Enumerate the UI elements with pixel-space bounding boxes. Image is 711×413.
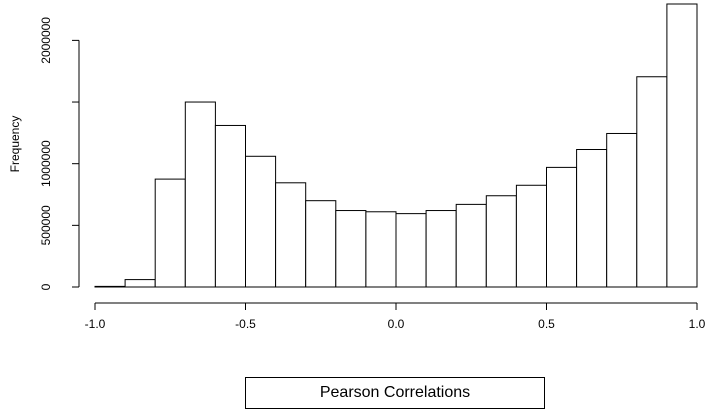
histogram-bar [365,211,397,288]
histogram-bar [124,279,156,288]
histogram-bar [335,210,367,288]
histogram-bar [275,182,307,288]
histogram-bar [184,101,216,288]
y-axis-label: Frequency [8,116,22,173]
y-tick-label: 2000000 [39,17,53,64]
histogram-bar [395,213,427,288]
histogram-bar [606,132,638,288]
x-tick-label: -0.5 [235,317,256,331]
y-axis: 0 500000 1000000 2000000 [39,17,80,290]
y-tick-label: 0 [39,283,53,290]
histogram-bar [485,195,517,288]
histogram-bar [94,285,126,288]
x-axis: -1.0 -0.5 0.0 0.5 1.0 [85,302,706,331]
histogram-bar [305,200,337,288]
histogram-bar [455,203,487,288]
histogram-bar [245,155,277,288]
histogram-bar [546,166,578,288]
histogram-bar [425,210,457,288]
x-axis-label-box: Pearson Correlations [245,377,545,409]
x-tick-label: 0.0 [388,317,405,331]
y-tick-label: 1000000 [39,140,53,187]
x-axis-label: Pearson Correlations [319,384,471,401]
x-tick-label: 1.0 [689,317,706,331]
bars-group [94,3,698,288]
histogram-bar [636,76,668,288]
histogram-bar [154,178,186,288]
x-tick-label: -1.0 [85,317,106,331]
x-tick-label: 0.5 [538,317,555,331]
histogram-bar [515,184,548,288]
histogram-bar [214,124,246,288]
histogram-bar [576,149,608,288]
histogram-bar [666,3,698,288]
y-tick-label: 500000 [39,205,53,245]
